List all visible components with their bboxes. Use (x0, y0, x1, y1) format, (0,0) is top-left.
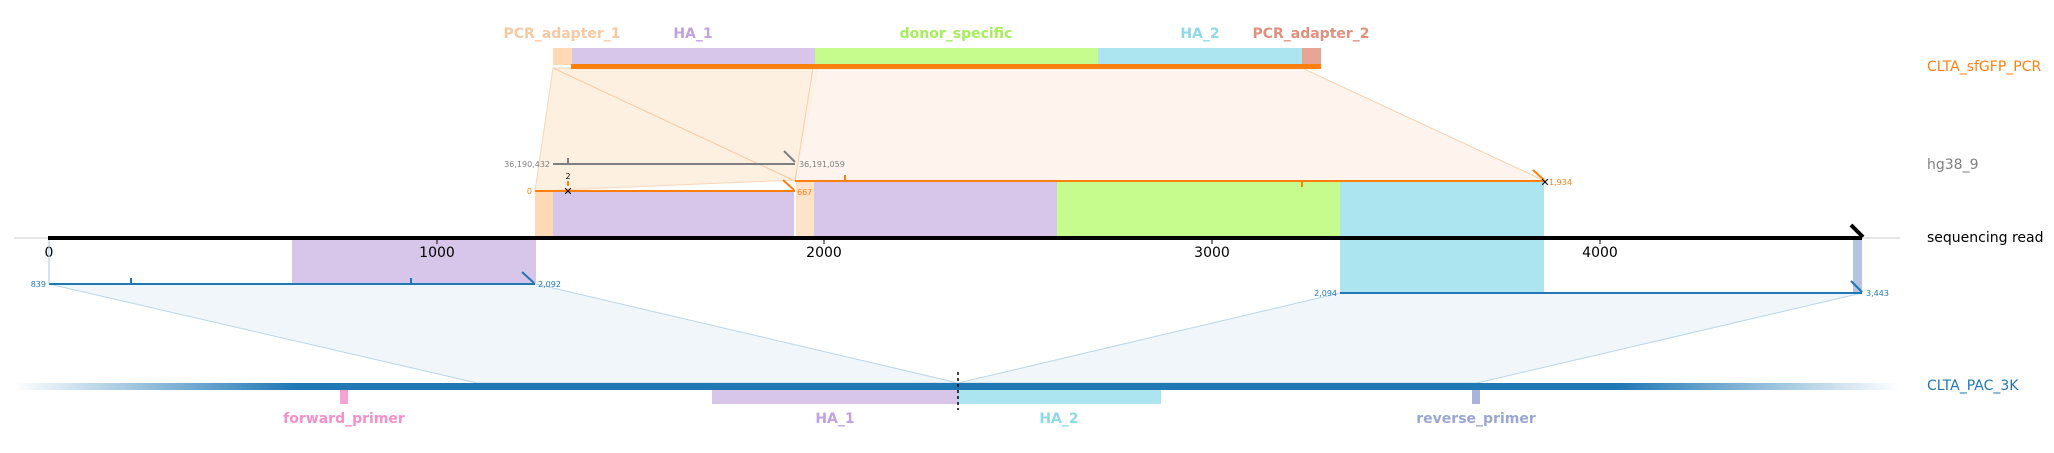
pac-ha-2-block (958, 390, 1161, 404)
pcr-alignment-2-end-arrow (1532, 169, 1545, 181)
read-adapter-small-block (796, 181, 814, 236)
pcr-adapter-2-block (1302, 48, 1321, 65)
reverse-primer-label: reverse_primer (1416, 411, 1536, 427)
pac-reference-bar (14, 383, 1899, 390)
pcr-adapter-1-block (553, 48, 572, 65)
pcr-align-1-end: 667 (797, 188, 812, 197)
track-label-pcr: CLTA_sfGFP_PCR (1927, 59, 2041, 75)
pcr-to-read-connector-1 (534, 67, 819, 192)
ha-1-block (572, 48, 815, 65)
axis-tick-label-3000: 3000 (1194, 245, 1230, 261)
pac-alignment-2-end-arrow (1850, 280, 1863, 293)
reverse-primer-block (1472, 390, 1480, 404)
donor-specific-block (815, 48, 1098, 65)
ha-1-label: HA_1 (673, 26, 712, 42)
read-donor-specific-block (1057, 181, 1340, 236)
read-pcr-adapter-1-block (535, 191, 553, 236)
track-label-read: sequencing read (1927, 230, 2043, 246)
pac-align-1-end: 2,092 (538, 280, 561, 289)
pac-ha-2-label: HA_2 (1039, 411, 1078, 427)
pcr-adapter-1-label: PCR_adapter_1 (503, 26, 620, 42)
axis-tick-label-1000: 1000 (419, 245, 455, 261)
pac-ha-1-label: HA_1 (815, 411, 854, 427)
hg38-end-coord: 36,191,059 (799, 160, 845, 169)
forward-primer-label: forward_primer (283, 411, 405, 427)
forward-primer-block (340, 390, 348, 404)
read-ha-2-block-lower (1340, 240, 1544, 293)
pac-align-1-start: 839 (31, 280, 46, 289)
pcr-align-1-start: 0 (527, 187, 532, 196)
pac-alignment-1-end-arrow (521, 271, 535, 284)
pcr-alignment-1-end-arrow (782, 179, 795, 191)
pac-to-read-connector-2 (957, 292, 1863, 384)
track-label-hg38: hg38_9 (1927, 157, 1978, 173)
ha-2-label: HA_2 (1180, 26, 1219, 42)
pcr-template-bar (571, 64, 1321, 69)
pac-align-2-start: 2,094 (1314, 289, 1337, 298)
mismatch-x-marker-2: ✕ (1540, 176, 1549, 189)
axis-tick-label-2000: 2000 (806, 245, 842, 261)
pac-align-2-end: 3,443 (1866, 289, 1889, 298)
sequencing-read-end-arrow (1849, 223, 1865, 239)
track-label-pac: CLTA_PAC_3K (1927, 378, 2019, 394)
ha-2-block (1098, 48, 1302, 65)
axis-tick-label-4000: 4000 (1582, 245, 1618, 261)
pcr-adapter-2-label: PCR_adapter_2 (1252, 26, 1369, 42)
read-ha-1-block-upper-2 (814, 181, 1057, 236)
hg38-indel-count: 2 (565, 172, 570, 181)
hg38-end-arrow (783, 150, 796, 163)
read-ha-1-block-lower (292, 240, 536, 284)
read-ha-1-block-upper (553, 191, 794, 236)
donor-specific-label: donor_specific (900, 26, 1013, 42)
pcr-to-read-connector-2 (794, 67, 1546, 182)
hg38-start-coord: 36,190,432 (504, 160, 550, 169)
pac-ha-1-block (712, 390, 958, 404)
mismatch-x-marker-1: ✕ (563, 185, 572, 198)
pac-to-read-connector-1 (48, 283, 959, 384)
pcr-connector-line (552, 67, 796, 182)
read-end-block (1853, 240, 1862, 293)
pcr-align-2-end: 1,934 (1549, 178, 1572, 187)
read-ha-2-block-upper (1340, 181, 1544, 236)
